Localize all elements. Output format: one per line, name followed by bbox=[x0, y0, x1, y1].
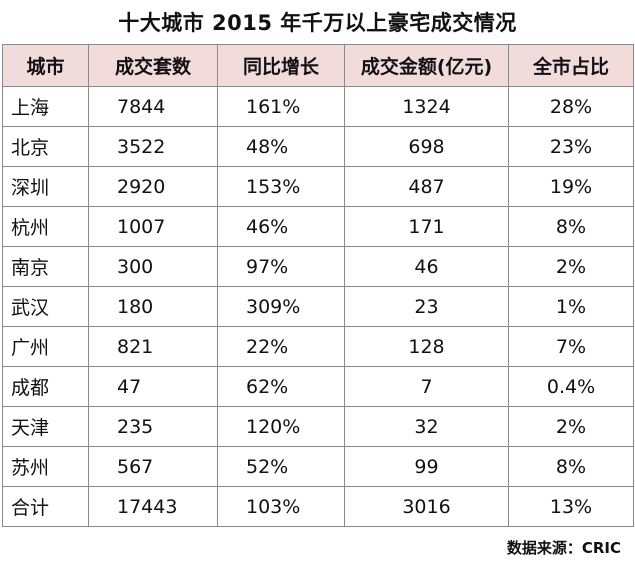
cell-city: 成都 bbox=[2, 366, 89, 407]
cell-city: 广州 bbox=[2, 326, 89, 367]
cell-city: 深圳 bbox=[2, 166, 89, 207]
cell-share: 13% bbox=[508, 486, 634, 527]
header-share: 全市占比 bbox=[508, 44, 634, 87]
table-row: 天津 235 120% 32 2% bbox=[2, 406, 634, 447]
data-table: 城市 成交套数 同比增长 成交金额(亿元) 全市占比 上海 7844 161% 132… bbox=[2, 44, 634, 527]
cell-share: 28% bbox=[508, 86, 634, 127]
cell-share: 0.4% bbox=[508, 366, 634, 407]
cell-city: 北京 bbox=[2, 126, 89, 167]
cell-units: 821 bbox=[88, 326, 218, 367]
cell-city: 武汉 bbox=[2, 286, 89, 327]
cell-amount: 7 bbox=[344, 366, 509, 407]
cell-city: 上海 bbox=[2, 86, 89, 127]
cell-growth: 161% bbox=[217, 86, 345, 127]
cell-city: 杭州 bbox=[2, 206, 89, 247]
header-units: 成交套数 bbox=[88, 44, 218, 87]
cell-amount: 487 bbox=[344, 166, 509, 207]
cell-units: 180 bbox=[88, 286, 218, 327]
cell-units: 2920 bbox=[88, 166, 218, 207]
cell-share: 23% bbox=[508, 126, 634, 167]
cell-units: 235 bbox=[88, 406, 218, 447]
table-row: 北京 3522 48% 698 23% bbox=[2, 126, 634, 167]
cell-growth: 120% bbox=[217, 406, 345, 447]
table-row: 广州 821 22% 128 7% bbox=[2, 326, 634, 367]
cell-share: 19% bbox=[508, 166, 634, 207]
cell-growth: 22% bbox=[217, 326, 345, 367]
cell-amount: 3016 bbox=[344, 486, 509, 527]
header-amount: 成交金额(亿元) bbox=[344, 44, 509, 87]
table-row: 上海 7844 161% 1324 28% bbox=[2, 86, 634, 127]
cell-amount: 128 bbox=[344, 326, 509, 367]
cell-units: 3522 bbox=[88, 126, 218, 167]
cell-share: 8% bbox=[508, 446, 634, 487]
cell-growth: 46% bbox=[217, 206, 345, 247]
cell-city: 天津 bbox=[2, 406, 89, 447]
cell-amount: 46 bbox=[344, 246, 509, 287]
table-row: 合计 17443 103% 3016 13% bbox=[2, 486, 634, 527]
cell-units: 47 bbox=[88, 366, 218, 407]
cell-share: 8% bbox=[508, 206, 634, 247]
cell-units: 17443 bbox=[88, 486, 218, 527]
cell-amount: 99 bbox=[344, 446, 509, 487]
cell-units: 300 bbox=[88, 246, 218, 287]
header-growth: 同比增长 bbox=[217, 44, 345, 87]
cell-growth: 48% bbox=[217, 126, 345, 167]
cell-growth: 62% bbox=[217, 366, 345, 407]
table-row: 深圳 2920 153% 487 19% bbox=[2, 166, 634, 207]
cell-city: 苏州 bbox=[2, 446, 89, 487]
cell-growth: 97% bbox=[217, 246, 345, 287]
cell-amount: 32 bbox=[344, 406, 509, 447]
cell-share: 1% bbox=[508, 286, 634, 327]
cell-amount: 171 bbox=[344, 206, 509, 247]
cell-city: 合计 bbox=[2, 486, 89, 527]
cell-units: 567 bbox=[88, 446, 218, 487]
cell-growth: 52% bbox=[217, 446, 345, 487]
table-row: 成都 47 62% 7 0.4% bbox=[2, 366, 634, 407]
header-row: 城市 成交套数 同比增长 成交金额(亿元) 全市占比 bbox=[2, 44, 634, 87]
table-row: 杭州 1007 46% 171 8% bbox=[2, 206, 634, 247]
table-row: 武汉 180 309% 23 1% bbox=[2, 286, 634, 327]
cell-amount: 698 bbox=[344, 126, 509, 167]
cell-amount: 23 bbox=[344, 286, 509, 327]
table-row: 南京 300 97% 46 2% bbox=[2, 246, 634, 287]
cell-share: 2% bbox=[508, 246, 634, 287]
cell-city: 南京 bbox=[2, 246, 89, 287]
cell-growth: 103% bbox=[217, 486, 345, 527]
cell-growth: 309% bbox=[217, 286, 345, 327]
cell-amount: 1324 bbox=[344, 86, 509, 127]
table-title: 十大城市 2015 年千万以上豪宅成交情况 bbox=[118, 11, 517, 35]
cell-units: 7844 bbox=[88, 86, 218, 127]
cell-units: 1007 bbox=[88, 206, 218, 247]
cell-share: 7% bbox=[508, 326, 634, 367]
header-city: 城市 bbox=[2, 44, 89, 87]
cell-growth: 153% bbox=[217, 166, 345, 207]
table-body: 上海 7844 161% 1324 28% 北京 3522 48% 698 23% 深圳 2920 15… bbox=[2, 86, 634, 527]
table-row: 苏州 567 52% 99 8% bbox=[2, 446, 634, 487]
source-note: 数据来源：CRIC bbox=[506, 539, 621, 557]
cell-share: 2% bbox=[508, 406, 634, 447]
